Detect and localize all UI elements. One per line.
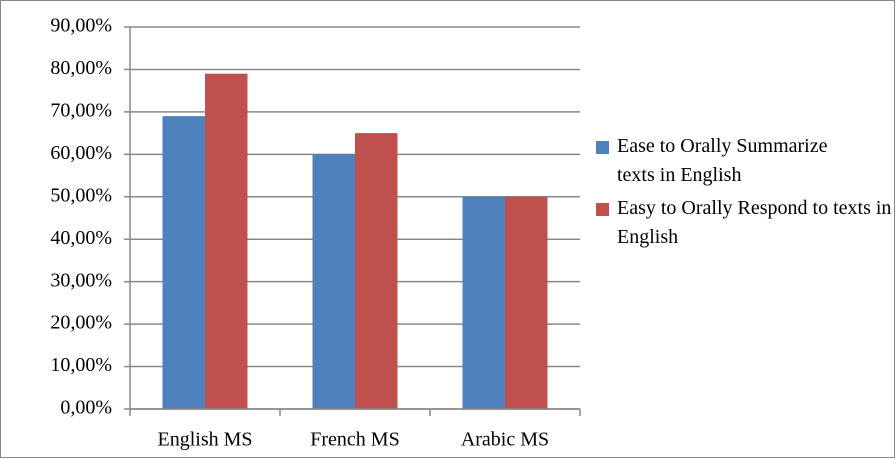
legend: Ease to Orally Summarize texts in Englis… [596,132,891,256]
y-tick-label: 0,00% [60,397,112,419]
x-tick-label: French MS [310,429,399,451]
y-tick-label: 50,00% [50,184,112,206]
bar [312,154,355,409]
y-tick-label: 70,00% [50,99,112,121]
legend-label: Ease to Orally Summarize texts in Englis… [617,135,828,186]
x-tick-label: Arabic MS [461,429,549,451]
y-tick-label: 40,00% [50,227,112,249]
y-tick-label: 60,00% [50,142,112,164]
y-tick-label: 20,00% [50,312,112,334]
bar [505,196,548,409]
legend-entry: Easy to Orally Respond to texts in Engli… [596,194,891,252]
y-tick-label: 90,00% [50,15,112,37]
bar [462,196,505,409]
bar [205,73,248,409]
legend-entry: Ease to Orally Summarize texts in Englis… [596,132,886,190]
y-tick-label: 80,00% [50,57,112,79]
y-tick-label: 30,00% [50,269,112,291]
x-tick-label: English MS [157,429,252,451]
bar [162,116,205,409]
bar [355,133,398,409]
legend-label: Easy to Orally Respond to texts in Engli… [617,197,892,248]
legend-swatch [596,203,609,216]
y-tick-label: 10,00% [50,354,112,376]
legend-swatch [596,141,609,154]
